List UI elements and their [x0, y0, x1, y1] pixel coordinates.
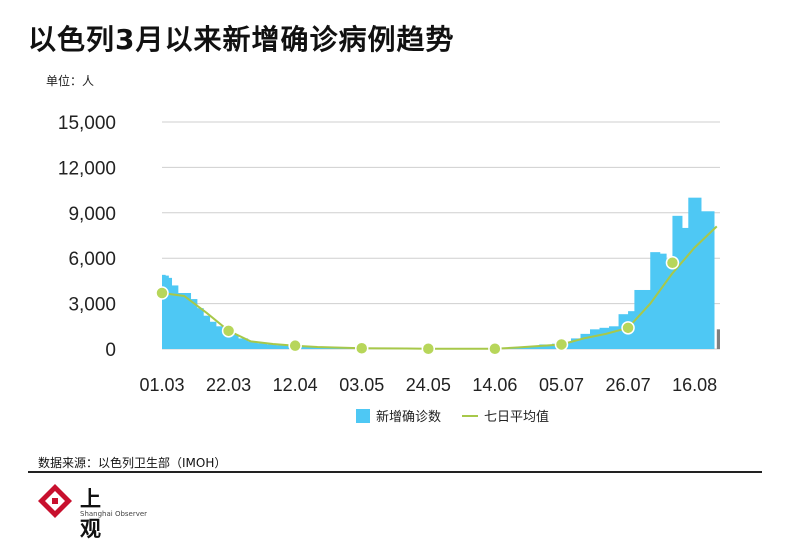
x-tick-label: 16.08: [672, 375, 717, 395]
average-marker: [666, 257, 678, 269]
average-marker: [555, 338, 567, 350]
x-tick-label: 05.07: [539, 375, 584, 395]
y-tick-label: 0: [105, 340, 116, 361]
bar: [701, 211, 715, 349]
x-tick-label: 14.06: [472, 375, 517, 395]
y-tick-label: 15,000: [58, 113, 116, 134]
bar: [660, 254, 667, 349]
bar: [590, 329, 600, 349]
brand-mark-icon: [36, 482, 74, 520]
x-tick-label: 03.05: [339, 375, 384, 395]
bar: [165, 276, 169, 349]
y-tick-label: 12,000: [58, 158, 116, 179]
bar: [210, 322, 217, 349]
bar: [178, 293, 185, 349]
average-marker: [622, 322, 634, 334]
average-marker: [422, 343, 434, 355]
bar: [191, 299, 198, 349]
bar: [688, 198, 701, 349]
x-tick-label: 12.04: [273, 375, 318, 395]
average-marker: [289, 340, 301, 352]
bar: [197, 308, 204, 349]
y-tick-label: 3,000: [68, 295, 116, 316]
footer-divider: [28, 471, 762, 473]
bar: [682, 228, 689, 349]
bar: [672, 216, 682, 349]
chart-canvas: 0 3,000 6,000 9,000 12,000 15,000 01.03 22.03 12…: [0, 0, 800, 450]
bar: [216, 326, 223, 349]
brand-subtitle: Shanghai Observer: [80, 510, 147, 518]
average-marker: [223, 325, 235, 337]
bar: [168, 278, 172, 349]
bar: [581, 334, 591, 349]
average-marker: [156, 287, 168, 299]
x-tick-label: 24.05: [406, 375, 451, 395]
bar-highlight: [717, 329, 720, 349]
bar: [600, 328, 610, 349]
average-marker: [489, 343, 501, 355]
x-tick-label: 01.03: [139, 375, 184, 395]
legend-line-label: 七日平均值: [484, 409, 549, 425]
bar: [203, 316, 210, 349]
bar: [162, 275, 166, 349]
x-tick-label: 26.07: [606, 375, 651, 395]
average-marker: [356, 342, 368, 354]
data-source: 数据来源：以色列卫生部（IMOH）: [38, 454, 226, 471]
brand-logo[interactable]: 上观 Shanghai Observer: [36, 482, 74, 522]
legend-bar-swatch: [356, 409, 370, 423]
x-tick-label: 22.03: [206, 375, 251, 395]
y-tick-label: 9,000: [68, 204, 116, 225]
y-tick-label: 6,000: [68, 249, 116, 270]
legend-bar-label: 新增确诊数: [376, 409, 441, 425]
